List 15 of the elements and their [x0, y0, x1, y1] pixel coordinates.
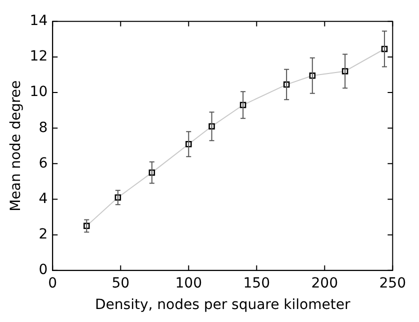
x-tick-label: 200 — [311, 275, 338, 292]
x-tick-label: 50 — [112, 275, 130, 292]
x-axis-title: Density, nodes per square kilometer — [95, 297, 350, 314]
y-tick-label: 10 — [30, 84, 48, 100]
y-axis-title: Mean node degree — [8, 80, 24, 212]
y-tick-label: 4 — [38, 190, 48, 207]
y-tick-label: 12 — [30, 48, 48, 65]
y-tick-label: 0 — [38, 262, 48, 278]
x-tick-label: 150 — [243, 275, 270, 292]
y-tick-label: 6 — [38, 155, 48, 172]
y-tick-label: 2 — [38, 226, 48, 242]
x-tick-label: 250 — [379, 275, 406, 292]
y-tick-label: 14 — [30, 13, 48, 30]
y-tick-label: 8 — [38, 120, 48, 136]
x-tick-label: 100 — [175, 275, 202, 292]
